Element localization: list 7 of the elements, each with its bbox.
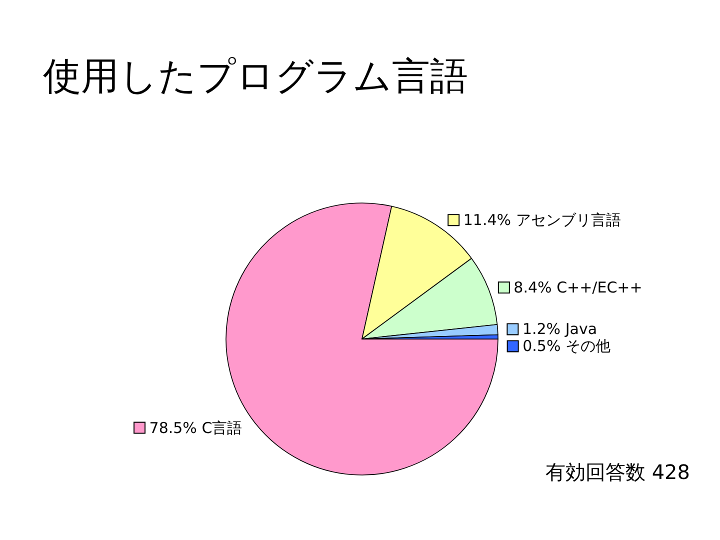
legend-label: 11.4% アセンブリ言語	[458, 211, 621, 230]
legend-label: 1.2% Java	[518, 320, 598, 338]
legend-label: 0.5% その他	[518, 337, 610, 356]
text: 有効回答数 428	[545, 460, 690, 484]
chart-title: 使用したプログラム言語	[43, 54, 468, 98]
legend-label: 8.4% C++/EC++	[508, 278, 642, 297]
legend-label: 78.5% C言語	[144, 418, 242, 437]
